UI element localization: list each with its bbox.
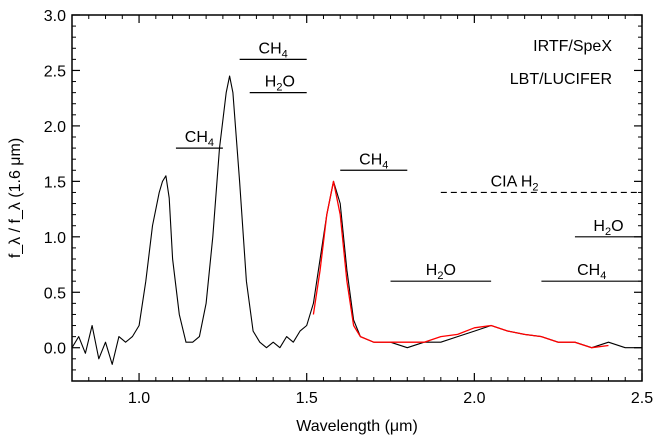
x-tick-label: 2.5 <box>631 390 653 407</box>
y-axis-title: f_λ / f_λ (1.6 μm) <box>7 138 24 258</box>
y-tick-label: 1.0 <box>44 230 66 247</box>
y-axis-ticks: 0.0 0.5 1.0 1.5 2.0 2.5 3.0 <box>44 8 642 371</box>
y-tick-label: 0.5 <box>44 285 66 302</box>
x-axis-title: Wavelength (μm) <box>296 418 418 435</box>
x-tick-label: 2.0 <box>463 390 485 407</box>
y-tick-label: 2.5 <box>44 63 66 80</box>
annotation-layer: CH4 CH4 H2O CH4 CIA H2 H2O H2O CH4 <box>175 40 642 282</box>
feature-label: H2O <box>265 74 295 94</box>
feature-label: CH4 <box>259 40 288 60</box>
x-tick-label: 1.5 <box>296 390 318 407</box>
y-tick-label: 2.0 <box>44 119 66 136</box>
x-tick-label: 1.0 <box>128 390 150 407</box>
series-layer <box>72 75 642 365</box>
x-axis-ticks: 1.0 1.5 2.0 2.5 <box>88 15 653 407</box>
y-tick-label: 0.0 <box>44 341 66 358</box>
feature-label: H2O <box>593 218 623 238</box>
plot-frame <box>71 14 643 382</box>
y-tick-label: 3.0 <box>44 8 66 25</box>
series-line-lbt-lucifer <box>312 180 609 349</box>
feature-label: CH4 <box>359 151 388 171</box>
legend-entry-irtf: IRTF/SpeX <box>533 38 612 55</box>
y-tick-label: 1.5 <box>44 174 66 191</box>
legend-entry-lbt: LBT/LUCIFER <box>510 71 612 88</box>
feature-label: H2O <box>426 262 456 282</box>
legend: IRTF/SpeX LBT/LUCIFER <box>510 38 613 88</box>
feature-label: CIA H2 <box>491 173 539 193</box>
feature-label: CH4 <box>185 129 214 149</box>
feature-label: CH4 <box>577 262 606 282</box>
series-line-irtf-spex <box>72 75 642 365</box>
